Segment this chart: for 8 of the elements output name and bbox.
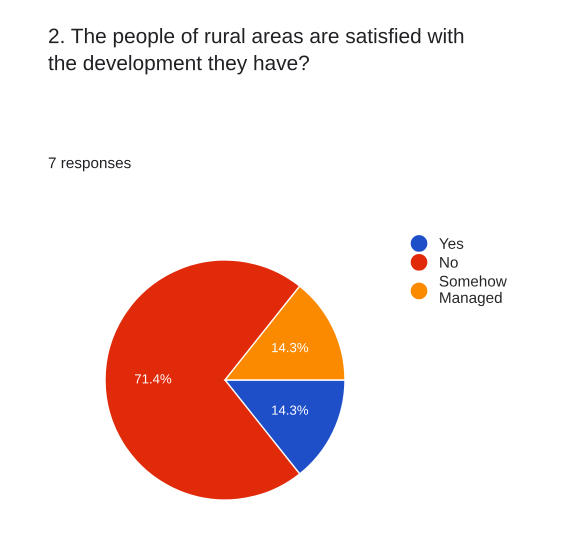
- legend-label: Somehow Managed: [440, 275, 507, 306]
- data-label: 71.4%: [134, 374, 172, 384]
- chart-title: 2. The people of rural areas are satisfied with the development they have?: [48, 28, 464, 74]
- legend-label: No: [440, 257, 458, 268]
- data-label: 14.3%: [272, 405, 308, 415]
- legend-label: Yes: [439, 238, 464, 249]
- data-label: 14.3%: [272, 342, 308, 352]
- chart-subtitle: 7 responses: [48, 158, 131, 172]
